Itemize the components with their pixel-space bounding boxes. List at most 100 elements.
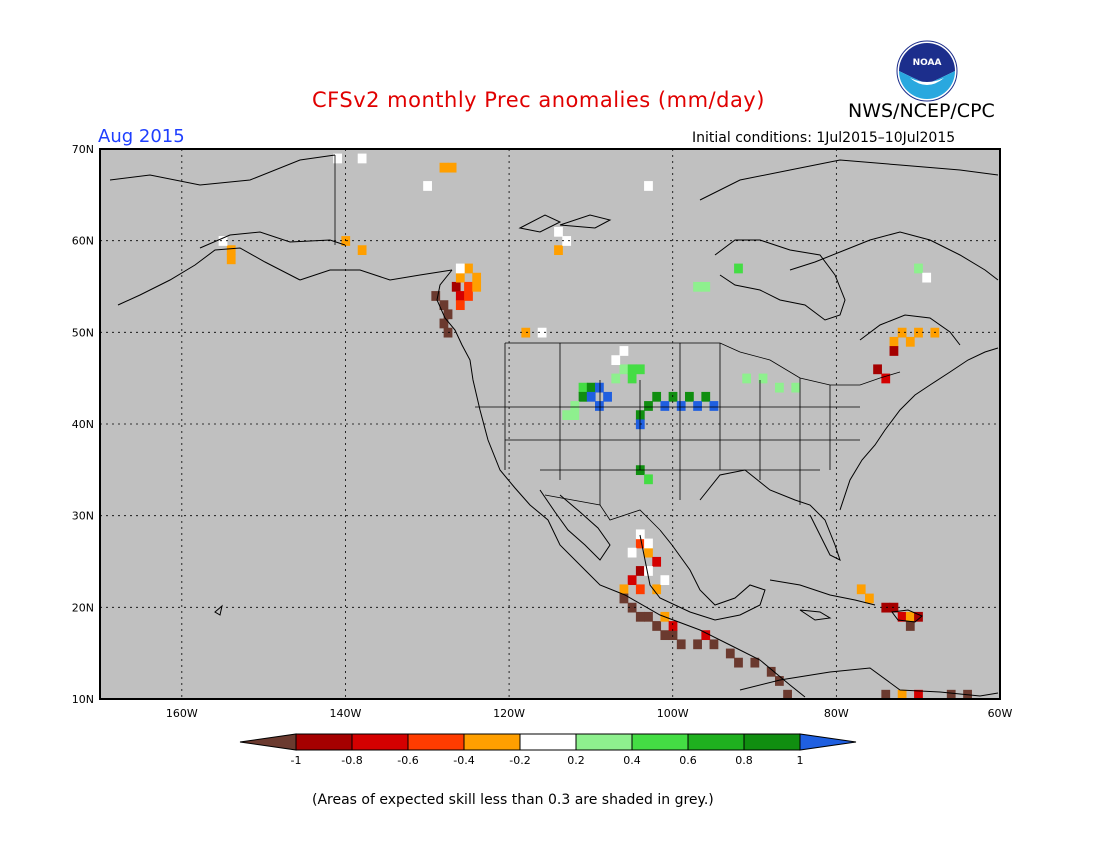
anomaly-cell [627,575,637,586]
anomaly-cell [578,382,588,393]
anomaly-cell [619,584,629,595]
coastlines [109,154,999,698]
anomaly-cell-near-zero [922,272,932,283]
anomaly-cell [635,611,645,622]
anomaly-cell [472,272,482,283]
anomaly-cell [660,630,670,641]
colorbar-low-arrow [239,733,297,751]
colorbar-tick-label: 0.2 [567,754,585,767]
lon-label: 60W [988,707,1013,720]
anomaly-cell [791,382,801,393]
anomaly-cell [946,689,956,700]
anomaly-cell [897,327,907,338]
anomaly-cell [595,382,604,393]
anomaly-cell-near-zero [611,355,621,366]
anomaly-cell-near-zero [619,346,629,356]
anomaly-cell [578,391,588,402]
anomaly-cell [881,373,891,384]
anomaly-cell [709,401,719,411]
anomaly-cell [562,410,572,421]
anomaly-cell [595,401,604,411]
lat-label: 50N [72,326,94,339]
anomaly-cell-near-zero [455,263,465,274]
anomaly-cell [464,263,473,274]
graticule [100,149,1000,699]
anomaly-cell [709,639,719,650]
anomaly-cell [783,689,792,700]
anomaly-cell-near-zero [218,236,228,246]
colorbar-tick-label: 1 [797,754,804,767]
colorbar-segment [295,733,353,751]
lon-label: 140W [330,707,362,720]
anomaly-cell [914,689,923,700]
anomaly-cell [443,309,453,320]
colorbar-segment [407,733,465,751]
anomaly-cell [439,318,449,329]
anomaly-cell [635,584,645,595]
anomaly-cell [439,300,449,311]
lon-label: 120W [493,707,525,720]
longitude-labels: 160W 140W 120W 100W 80W 60W [166,707,1013,720]
anomaly-cell [652,584,662,595]
anomaly-cell [914,327,923,338]
lat-label: 40N [72,418,94,431]
colorbar-tick-label: -0.4 [453,754,474,767]
initial-conditions: Initial conditions: 1Jul2015–10Jul2015 [692,130,956,146]
anomaly-cell [701,281,711,292]
anomaly-cell-near-zero [333,153,342,164]
anomaly-cell [619,593,629,604]
anomaly-cell [701,630,711,641]
colorbar-segment [743,733,801,751]
anomaly-cell [635,538,645,549]
anomaly-cell [897,689,907,700]
lat-label: 30N [72,510,94,523]
anomaly-cell-near-zero [635,529,645,540]
anomaly-cell [611,373,621,384]
anomaly-cell [635,364,645,375]
anomaly-cell [742,373,752,384]
anomaly-cell-near-zero [627,547,637,558]
anomaly-cell [693,639,702,650]
forecast-month: Aug 2015 [98,126,185,147]
latitude-labels: 70N 60N 50N 40N 30N 20N 10N [72,143,94,706]
anomaly-cell [554,245,563,256]
anomaly-cell [455,291,465,301]
chart-title: CFSv2 monthly Prec anomalies (mm/day) [312,88,765,112]
colorbar: -1 -0.8 -0.6 -0.4 -0.2 0.2 0.4 0.6 0.8 1 [239,733,857,767]
anomaly-cell [472,281,482,292]
anomaly-cell [734,657,743,668]
anomaly-cell [734,263,743,274]
anomaly-cell [627,373,637,384]
map-frame [99,148,1001,700]
anomaly-cell [905,336,915,347]
anomaly-cell [464,281,473,292]
anomaly-cell [889,336,899,347]
anomaly-cell [464,291,473,301]
lon-label: 80W [824,707,849,720]
anomaly-cell [914,611,923,622]
anomaly-cell-near-zero [644,181,653,191]
anomaly-cell [668,621,678,631]
anomaly-cell [693,281,702,292]
anomaly-cell [644,474,653,485]
anomaly-cell [586,391,596,402]
anomaly-cell [775,676,784,686]
anomaly-cell [897,611,907,622]
anomaly-cell [619,364,629,375]
anomaly-cell [685,391,694,402]
anomaly-cell [635,566,645,576]
anomaly-cell [889,346,899,356]
anomaly-cell [676,401,686,411]
anomaly-cell [905,611,915,622]
anomaly-cell [431,291,441,301]
anomaly-cell [873,364,882,375]
colorbar-tick-label: -1 [291,754,302,767]
anomaly-cell [455,272,465,283]
anomaly-cell-near-zero [554,226,563,237]
lat-label: 20N [72,601,94,614]
anomaly-cell [226,254,236,265]
anomaly-cell [627,602,637,613]
anomaly-cells [218,153,972,700]
anomaly-cell [750,657,760,668]
